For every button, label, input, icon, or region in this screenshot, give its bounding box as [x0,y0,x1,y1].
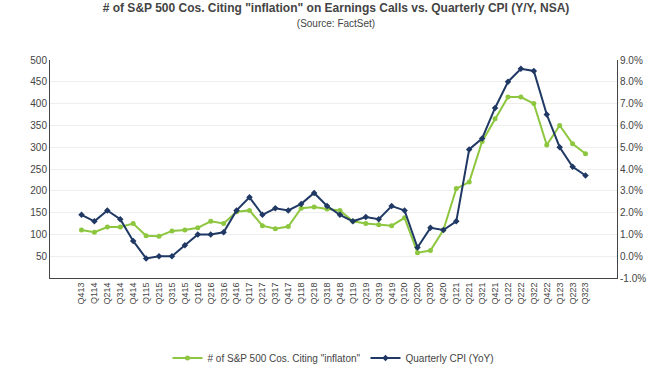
svg-text:Q320: Q320 [425,283,435,305]
svg-text:250: 250 [30,164,47,175]
svg-text:# of S&P 500 Cos. Citing "infl: # of S&P 500 Cos. Citing "inflaton" [208,353,361,364]
svg-text:Q417: Q417 [283,283,293,305]
svg-text:Q217: Q217 [257,283,267,305]
svg-text:Q215: Q215 [154,283,164,305]
svg-text:Q319: Q319 [374,283,384,305]
svg-text:Q413: Q413 [76,283,86,305]
svg-text:Q318: Q318 [322,283,332,305]
svg-text:Q316: Q316 [219,283,229,305]
svg-text:Q120: Q120 [400,283,410,305]
svg-text:Q418: Q418 [335,283,345,305]
svg-text:Q415: Q415 [180,283,190,305]
svg-text:Quarterly CPI (YoY): Quarterly CPI (YoY) [406,353,494,364]
svg-text:9.0%: 9.0% [620,55,643,66]
svg-text:400: 400 [30,98,47,109]
svg-text:200: 200 [30,185,47,196]
svg-text:Q314: Q314 [115,283,125,305]
svg-text:Q317: Q317 [270,283,280,305]
svg-text:4.0%: 4.0% [620,164,643,175]
svg-text:Q223: Q223 [568,283,578,305]
svg-text:Q216: Q216 [206,283,216,305]
svg-text:Q117: Q117 [244,283,254,304]
svg-text:7.0%: 7.0% [620,98,643,109]
svg-text:5.0%: 5.0% [620,142,643,153]
svg-text:Q116: Q116 [193,283,203,304]
svg-text:150: 150 [30,207,47,218]
svg-text:Q219: Q219 [361,283,371,305]
svg-text:# of S&P 500 Cos. Citing "infl: # of S&P 500 Cos. Citing "inflation" on … [103,1,570,30]
svg-text:Q122: Q122 [503,283,513,305]
svg-text:Q114: Q114 [89,283,99,304]
svg-text:-1.0%: -1.0% [620,273,646,284]
svg-text:300: 300 [30,142,47,153]
svg-text:0.0%: 0.0% [620,251,643,262]
svg-text:Q222: Q222 [516,283,526,305]
svg-text:500: 500 [30,55,47,66]
svg-text:Q422: Q422 [542,283,552,305]
svg-text:Q119: Q119 [348,283,358,304]
svg-text:3.0%: 3.0% [620,185,643,196]
svg-text:Q322: Q322 [529,283,539,305]
svg-text:Q214: Q214 [102,283,112,305]
svg-text:Q416: Q416 [231,283,241,305]
svg-text:Q115: Q115 [141,283,151,304]
svg-text:450: 450 [30,76,47,87]
svg-text:Q315: Q315 [167,283,177,305]
svg-text:8.0%: 8.0% [620,76,643,87]
svg-text:6.0%: 6.0% [620,120,643,131]
svg-text:Q218: Q218 [309,283,319,305]
svg-text:1.0%: 1.0% [620,229,643,240]
svg-text:Q419: Q419 [387,283,397,305]
svg-text:2.0%: 2.0% [620,207,643,218]
svg-text:50: 50 [36,251,48,262]
svg-text:Q420: Q420 [438,283,448,305]
svg-text:Q321: Q321 [477,283,487,305]
svg-text:Q118: Q118 [296,283,306,304]
svg-text:Q121: Q121 [451,283,461,305]
svg-text:Q421: Q421 [490,283,500,305]
svg-text:Q221: Q221 [464,283,474,305]
svg-text:Q323: Q323 [580,283,590,305]
svg-text:Q123: Q123 [555,283,565,305]
svg-text:350: 350 [30,120,47,131]
svg-text:Q220: Q220 [412,283,422,305]
svg-text:Q414: Q414 [128,283,138,305]
svg-text:100: 100 [30,229,47,240]
